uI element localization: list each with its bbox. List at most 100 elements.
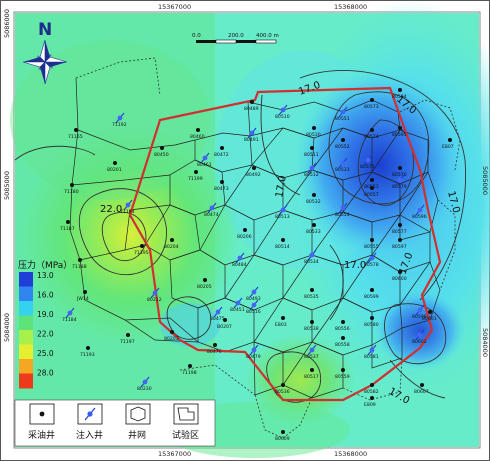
well-label: 80609 bbox=[275, 436, 290, 442]
well-label: 80472 bbox=[214, 152, 229, 158]
producer-well-icon bbox=[398, 223, 402, 227]
injector-well-dot bbox=[237, 255, 243, 261]
injector-well: 80479 bbox=[246, 344, 261, 360]
pattern-legend-label: 井网 bbox=[128, 429, 146, 441]
legend-value: 25.0 bbox=[37, 349, 54, 358]
producer-well: 80533 bbox=[306, 223, 321, 235]
well-label: 71199 bbox=[188, 176, 203, 182]
producer-well-icon bbox=[220, 146, 224, 150]
producer-well-icon bbox=[250, 100, 254, 104]
well-label: 80510 bbox=[275, 114, 290, 120]
well-label: 80203 bbox=[164, 336, 179, 342]
injector-well: 80534 bbox=[304, 249, 319, 265]
producer-well: 80489 bbox=[244, 100, 259, 112]
injector-well: 80551 bbox=[335, 106, 350, 122]
well-label: 80579 bbox=[392, 184, 407, 190]
injector-well: 80602 bbox=[412, 329, 427, 345]
producer-well-icon bbox=[113, 161, 117, 165]
injector-well: 80531 bbox=[335, 157, 350, 173]
producer-well-icon bbox=[70, 183, 74, 187]
producer-well: E807 bbox=[442, 138, 454, 150]
bottom-x-label: 15367000 bbox=[158, 450, 191, 458]
injector-well-dot bbox=[251, 347, 257, 353]
well-label: 80514 bbox=[275, 244, 290, 250]
wells-layer: 71165 71192 80201 71180 71194 71187 71195 71188… bbox=[60, 88, 454, 442]
producer-well: 80557 bbox=[364, 186, 379, 198]
injector-well-dot bbox=[340, 160, 346, 166]
producer-well: 80206 bbox=[237, 228, 252, 240]
well-label: 80575 bbox=[360, 164, 375, 170]
well-label: 80577 bbox=[392, 229, 407, 235]
producer-well-icon bbox=[66, 220, 70, 224]
producer-well: 80559 bbox=[335, 368, 350, 380]
well-label: 80491 bbox=[244, 137, 259, 143]
well-label: 80555 bbox=[364, 244, 379, 250]
contour-label: 17.0 bbox=[274, 175, 289, 199]
producer-well-icon bbox=[370, 288, 374, 292]
producer-well: 80472 bbox=[214, 146, 229, 158]
well-label: 80531 bbox=[335, 167, 350, 173]
injector-well: 80461 bbox=[197, 152, 212, 168]
well-label: E803 bbox=[275, 322, 287, 328]
injector-well-dot bbox=[67, 310, 73, 316]
producer-well: 80573 bbox=[364, 98, 379, 110]
producer-well-icon bbox=[398, 166, 402, 170]
producer-well: 71188 bbox=[72, 258, 87, 270]
producer-well: 71180 bbox=[64, 183, 79, 195]
well-label: 71188 bbox=[72, 264, 87, 270]
injector-well: 80581 bbox=[364, 344, 379, 360]
injector-well: 80451 bbox=[230, 297, 245, 313]
producer-well-icon bbox=[370, 383, 374, 387]
producer-well: 80517 bbox=[304, 368, 319, 380]
well-label: 80536 bbox=[275, 389, 290, 395]
well-label: 80601 bbox=[422, 316, 437, 322]
well-label: 80581 bbox=[364, 354, 379, 360]
well-label: 80534 bbox=[304, 259, 319, 265]
well-label: 80552 bbox=[335, 144, 350, 150]
producer-well-icon bbox=[39, 411, 45, 417]
well-label: 80460 bbox=[190, 134, 205, 140]
well-label: 80476 bbox=[207, 349, 222, 355]
symbol-legend: 采油井 注入井 井网 试验区 bbox=[14, 399, 216, 447]
injector-well-dot bbox=[369, 347, 375, 353]
producer-well: 80552 bbox=[335, 138, 350, 150]
producer-well: 80473 bbox=[214, 180, 229, 192]
injector-well: 71194 bbox=[120, 199, 135, 215]
producer-well-icon bbox=[223, 318, 227, 322]
well-pattern-grid bbox=[69, 77, 441, 399]
well-label: 80602 bbox=[412, 339, 427, 345]
well-label: 80513 bbox=[275, 214, 290, 220]
injector-well: 80537 bbox=[304, 344, 319, 360]
legend-color-swatch bbox=[19, 315, 33, 331]
well-label: 80573 bbox=[364, 104, 379, 110]
well-label: 71192 bbox=[112, 122, 127, 128]
producer-well-icon bbox=[370, 186, 374, 190]
hexagon-icon bbox=[130, 406, 146, 422]
well-label: JW14 bbox=[76, 296, 89, 302]
well-label: 80201 bbox=[107, 167, 122, 173]
producer-well: 80492 bbox=[246, 166, 261, 178]
well-label: 71194 bbox=[120, 209, 135, 215]
legend-color-swatch bbox=[19, 359, 33, 374]
contour-label: 17.0 bbox=[344, 260, 366, 271]
injector-well-dot bbox=[340, 109, 346, 115]
producer-well: 80595 bbox=[392, 126, 407, 138]
outer-dashed-pattern bbox=[75, 57, 461, 439]
well-label: 80578 bbox=[364, 262, 379, 268]
injector-well: 80484 bbox=[232, 252, 247, 268]
well-label: 71197 bbox=[120, 339, 135, 345]
producer-well-icon bbox=[203, 278, 207, 282]
producer-well: 80511 bbox=[304, 146, 319, 158]
producer-well-icon bbox=[428, 310, 432, 314]
producer-well-icon bbox=[312, 223, 316, 227]
well-label: 80511 bbox=[304, 152, 319, 158]
well-label: 80492 bbox=[246, 172, 261, 178]
producer-well: 80594 bbox=[392, 88, 407, 100]
injector-well-dot bbox=[417, 332, 423, 338]
injector-well-dot bbox=[235, 300, 241, 306]
scale-label: 200.0 bbox=[228, 33, 244, 39]
legend-color-swatch bbox=[19, 272, 33, 287]
injector-well: 80491 bbox=[244, 127, 259, 143]
producer-well: E803 bbox=[275, 316, 287, 328]
